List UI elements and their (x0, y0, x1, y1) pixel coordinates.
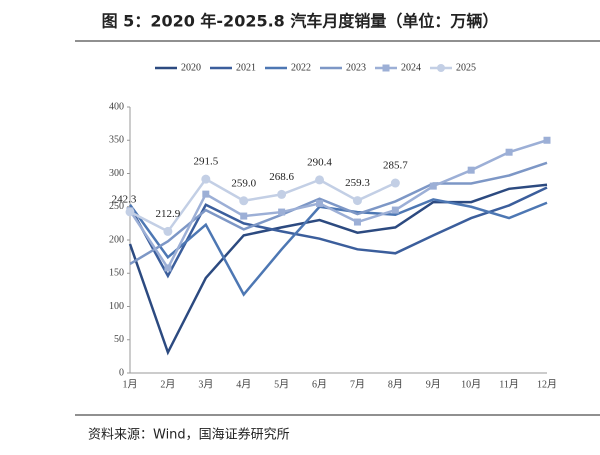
point-marker (391, 206, 399, 214)
point-marker (202, 190, 210, 198)
point-marker (164, 264, 172, 272)
x-tick-label: 10月 (461, 378, 481, 390)
x-tick-label: 2月 (160, 378, 175, 390)
y-tick-label: 300 (109, 168, 124, 179)
y-tick-label: 0 (119, 367, 124, 378)
series-line (128, 186, 548, 279)
x-tick-label: 8月 (388, 378, 403, 390)
legend-label: 2025 (456, 62, 476, 73)
y-tick-label: 400 (109, 101, 124, 112)
series-line (128, 139, 548, 271)
point-marker (467, 166, 475, 174)
point-marker (353, 218, 361, 226)
point-marker (543, 136, 551, 144)
x-tick-label: 7月 (350, 378, 365, 390)
y-tick-label: 250 (109, 201, 124, 212)
y-tick-label: 150 (109, 268, 124, 279)
legend-label: 2021 (236, 62, 256, 73)
series-line (129, 177, 396, 234)
series-line (129, 161, 548, 266)
legend-marker (382, 64, 390, 72)
legend-label: 2023 (346, 62, 366, 73)
point-marker (315, 175, 325, 185)
y-tick-label: 200 (109, 234, 124, 245)
point-marker (163, 226, 173, 236)
series-line (128, 198, 548, 297)
x-tick-label: 5月 (274, 378, 289, 390)
point-marker (125, 207, 135, 217)
x-tick-label: 1月 (123, 378, 138, 390)
chart-title: 图 5：2020 年-2025.8 汽车月度销量（单位：万辆） (102, 12, 499, 31)
point-marker (352, 196, 362, 206)
point-marker (239, 196, 249, 206)
point-marker (240, 212, 248, 220)
legend-label: 2020 (181, 62, 201, 73)
data-label: 212.9 (156, 208, 181, 220)
x-tick-label: 12月 (537, 378, 557, 390)
data-label: 242.3 (112, 193, 137, 205)
data-label: 259.0 (231, 177, 256, 189)
y-tick-label: 100 (109, 301, 124, 312)
data-label: 285.7 (383, 160, 408, 172)
point-marker (278, 208, 286, 216)
x-tick-label: 9月 (426, 378, 441, 390)
point-marker (429, 182, 437, 190)
x-tick-label: 11月 (499, 378, 519, 390)
legend-label: 2022 (291, 62, 311, 73)
legend-label: 2024 (401, 62, 421, 73)
series-line (128, 183, 548, 356)
x-tick-label: 6月 (312, 378, 327, 390)
source: 资料来源：Wind，国海证券研究所 (88, 427, 290, 443)
data-label: 268.6 (269, 171, 294, 183)
data-label: 259.3 (345, 177, 370, 189)
point-marker (505, 148, 513, 156)
x-tick-label: 4月 (236, 378, 251, 390)
data-label: 290.4 (307, 156, 332, 168)
data-label: 291.5 (193, 156, 218, 168)
point-marker (277, 189, 287, 199)
legend-marker (437, 64, 445, 72)
y-tick-label: 50 (114, 334, 124, 345)
point-marker (201, 174, 211, 184)
point-marker (316, 199, 324, 207)
point-marker (390, 178, 400, 188)
y-tick-label: 350 (109, 135, 124, 146)
x-tick-label: 3月 (198, 378, 213, 390)
